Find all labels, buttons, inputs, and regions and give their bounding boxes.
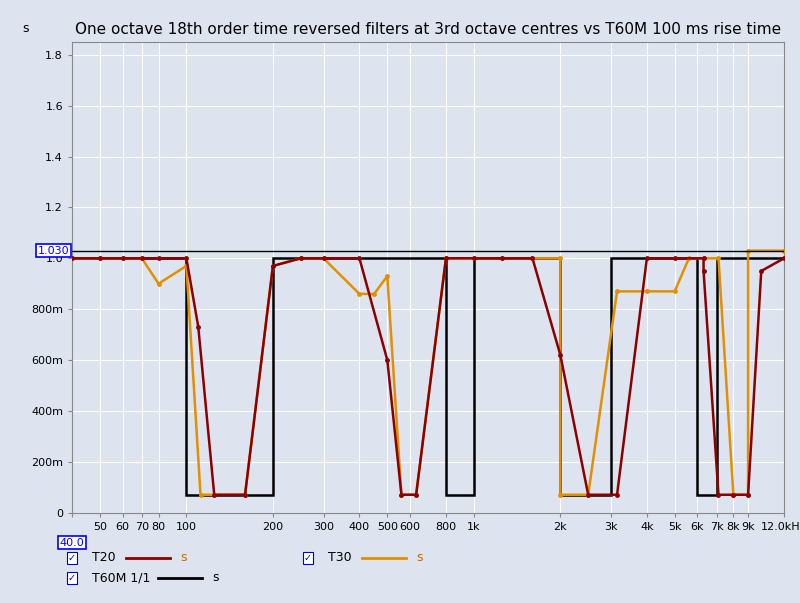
Text: s: s — [212, 571, 218, 584]
Text: T30: T30 — [328, 551, 352, 564]
Text: s: s — [22, 22, 29, 35]
Title: One octave 18th order time reversed filters at 3rd octave centres vs T60M 100 ms: One octave 18th order time reversed filt… — [75, 22, 781, 37]
Text: ✓: ✓ — [304, 553, 312, 563]
Text: s: s — [180, 551, 186, 564]
Text: s: s — [416, 551, 422, 564]
Text: T20: T20 — [92, 551, 116, 564]
Text: 40.0: 40.0 — [60, 537, 84, 548]
Text: ✓: ✓ — [68, 573, 76, 582]
Text: T60M 1/1: T60M 1/1 — [92, 571, 150, 584]
Text: 1.030: 1.030 — [38, 245, 70, 256]
Text: ✓: ✓ — [68, 553, 76, 563]
